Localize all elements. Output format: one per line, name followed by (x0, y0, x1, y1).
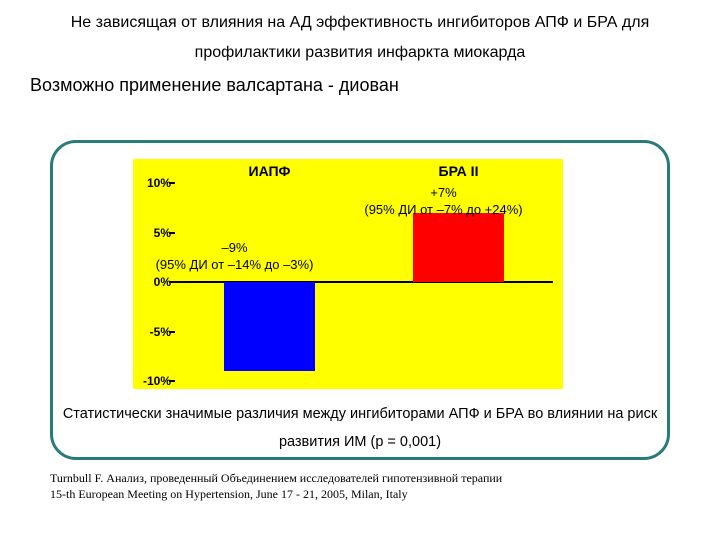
y-tick-label: -10% (143, 374, 171, 388)
bar-annotation-value: +7% (349, 185, 539, 202)
y-tick-label: 10% (147, 176, 171, 190)
chart-plot-area: 10%5%0%-5%-10%ИАПФ–9%(95% ДИ от –14% до … (133, 159, 563, 389)
slide-title: Не зависящая от влияния на АД эффективно… (0, 0, 720, 69)
bar-annotation-ci: (95% ДИ от –7% до +24%) (349, 202, 539, 219)
bar-annotation-value: –9% (140, 240, 330, 257)
column-header: ИАПФ (210, 163, 330, 179)
bar (413, 213, 504, 282)
citation-line-1: Turnbull F. Анализ, проведенный Объедине… (50, 470, 502, 486)
column-header: БРА II (399, 163, 519, 179)
y-tick (169, 232, 175, 234)
y-tick (169, 331, 175, 333)
y-tick (169, 182, 175, 184)
citation-line-2: 15-th European Meeting on Hypertension, … (50, 486, 502, 502)
chart-panel: 10%5%0%-5%-10%ИАПФ–9%(95% ДИ от –14% до … (50, 140, 670, 460)
bar-annotation: –9%(95% ДИ от –14% до –3%) (140, 240, 330, 274)
bar-annotation-ci: (95% ДИ от –14% до –3%) (140, 257, 330, 274)
slide-subtitle: Возможно применение валсартана - диован (0, 69, 720, 96)
y-tick (169, 380, 175, 382)
bar-annotation: +7%(95% ДИ от –7% до +24%) (349, 185, 539, 219)
bar (224, 282, 315, 371)
y-tick-label: -5% (150, 325, 171, 339)
citation: Turnbull F. Анализ, проведенный Объедине… (50, 470, 502, 502)
chart-caption: Статистически значимые различия между ин… (53, 401, 667, 456)
